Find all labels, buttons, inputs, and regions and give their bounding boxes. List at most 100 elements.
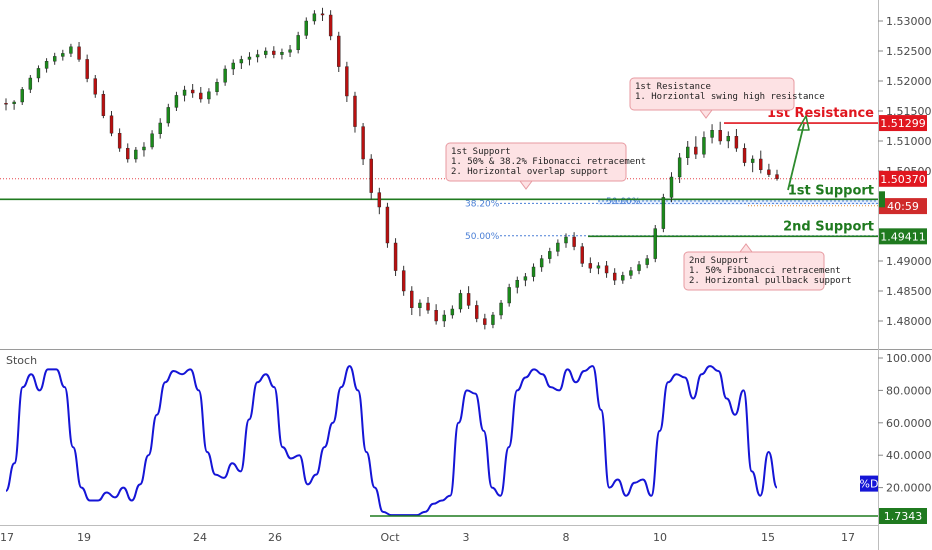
candle-bearish[interactable] [377, 192, 382, 208]
candle-bearish[interactable] [328, 14, 333, 37]
candle-bearish[interactable] [604, 265, 609, 274]
candle-bearish[interactable] [385, 206, 390, 244]
candle-bearish[interactable] [345, 66, 349, 97]
candle-bullish[interactable] [531, 266, 536, 277]
candle-bullish[interactable] [312, 13, 317, 22]
candle-bullish[interactable] [44, 61, 49, 69]
candle-bearish[interactable] [393, 242, 398, 271]
candle-bearish[interactable] [369, 158, 373, 193]
candle-bullish[interactable] [458, 293, 463, 310]
candle-bearish[interactable] [199, 92, 203, 100]
candle-bullish[interactable] [288, 49, 292, 53]
candle-bullish[interactable] [239, 59, 244, 64]
candle-bullish[interactable] [661, 197, 666, 229]
candle-bearish[interactable] [410, 290, 414, 308]
candle-bullish[interactable] [28, 77, 33, 90]
candle-bearish[interactable] [694, 146, 698, 155]
candle-bearish[interactable] [85, 59, 89, 79]
candle-bearish[interactable] [572, 236, 576, 247]
candle-bearish[interactable] [475, 305, 479, 319]
candle-bullish[interactable] [166, 107, 171, 124]
candle-bullish[interactable] [596, 265, 601, 269]
candle-bullish[interactable] [539, 258, 544, 268]
candle-bullish[interactable] [750, 158, 755, 163]
candle-bullish[interactable] [174, 95, 179, 108]
candle-bullish[interactable] [61, 53, 65, 57]
candle-bullish[interactable] [710, 129, 714, 138]
candle-bullish[interactable] [556, 242, 560, 252]
candle-bullish[interactable] [726, 135, 731, 142]
candle-bearish[interactable] [4, 102, 8, 105]
candle-bullish[interactable] [653, 228, 657, 259]
candle-bullish[interactable] [215, 81, 219, 92]
candle-bullish[interactable] [247, 56, 252, 60]
candle-bearish[interactable] [93, 78, 97, 95]
candle-bullish[interactable] [645, 258, 649, 265]
candle-bearish[interactable] [353, 95, 357, 127]
candle-bullish[interactable] [418, 302, 422, 309]
candle-bullish[interactable] [686, 146, 690, 159]
candle-bullish[interactable] [442, 314, 446, 322]
candle-bullish[interactable] [182, 89, 187, 96]
candle-bullish[interactable] [669, 176, 674, 198]
candle-bullish[interactable] [150, 133, 154, 148]
candle-bearish[interactable] [759, 158, 763, 171]
candle-bearish[interactable] [126, 147, 130, 160]
candle-bearish[interactable] [361, 126, 365, 160]
candle-bearish[interactable] [483, 318, 487, 325]
candle-bullish[interactable] [36, 68, 41, 79]
candle-bearish[interactable] [718, 129, 722, 142]
candle-bullish[interactable] [52, 56, 57, 62]
candle-bullish[interactable] [207, 91, 211, 100]
candle-bearish[interactable] [580, 246, 584, 264]
candle-bearish[interactable] [434, 310, 438, 322]
candle-bullish[interactable] [523, 276, 528, 281]
candle-bullish[interactable] [20, 89, 24, 103]
candle-bullish[interactable] [621, 275, 625, 281]
candle-bearish[interactable] [101, 93, 106, 116]
candle-bearish[interactable] [767, 169, 771, 175]
candle-bullish[interactable] [304, 20, 308, 36]
candle-bullish[interactable] [564, 236, 568, 244]
candle-bullish[interactable] [12, 101, 16, 104]
percent-d-badge[interactable]: %D [860, 475, 879, 492]
candle-bearish[interactable] [734, 135, 739, 149]
candle-bearish[interactable] [337, 35, 341, 67]
candle-bearish[interactable] [588, 263, 593, 269]
candle-bullish[interactable] [499, 302, 503, 316]
candle-bearish[interactable] [426, 302, 430, 311]
candle-bullish[interactable] [296, 35, 300, 51]
candle-bullish[interactable] [223, 68, 227, 83]
candle-bearish[interactable] [272, 50, 276, 55]
candle-bullish[interactable] [637, 264, 641, 271]
candle-bullish[interactable] [629, 270, 633, 276]
candle-bearish[interactable] [320, 13, 325, 16]
candle-bearish[interactable] [466, 293, 471, 306]
candle-bearish[interactable] [109, 115, 114, 134]
candle-bullish[interactable] [255, 54, 260, 58]
candle-bearish[interactable] [190, 89, 195, 94]
candle-bullish[interactable] [677, 157, 682, 178]
candle-bullish[interactable] [702, 137, 706, 155]
candle-bullish[interactable] [158, 122, 162, 135]
candle-bullish[interactable] [280, 52, 284, 55]
candle-bullish[interactable] [507, 287, 511, 304]
candle-bullish[interactable] [142, 146, 146, 151]
candle-bearish[interactable] [612, 272, 617, 281]
candle-bullish[interactable] [515, 280, 519, 288]
candle-bearish[interactable] [775, 174, 779, 180]
candle-bearish[interactable] [117, 132, 122, 149]
candle-bearish[interactable] [77, 46, 81, 60]
candle-bullish[interactable] [134, 149, 138, 160]
candle-bullish[interactable] [264, 50, 268, 55]
candle-bullish[interactable] [450, 308, 455, 316]
candle-bullish[interactable] [231, 62, 235, 70]
candle-bearish[interactable] [742, 147, 747, 163]
stoch-d-line[interactable] [5, 365, 778, 517]
candle-bullish[interactable] [69, 46, 73, 54]
candle-bullish[interactable] [491, 314, 495, 325]
